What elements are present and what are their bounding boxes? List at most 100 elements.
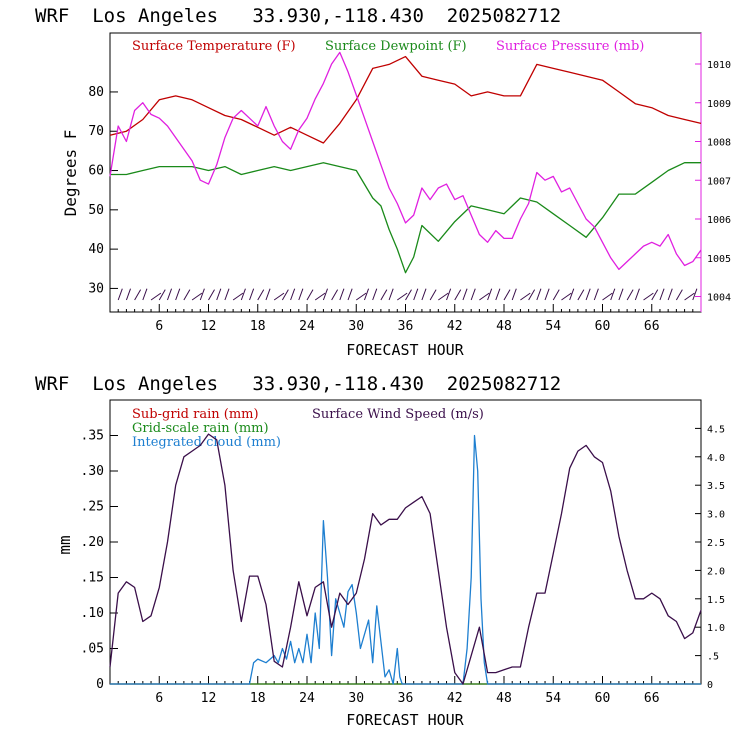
wind-barb (166, 288, 173, 301)
wind-barb (355, 292, 367, 301)
wind-barbs (117, 288, 698, 301)
wind-barb (125, 288, 131, 301)
wind-barb (224, 288, 230, 301)
y-tick-label: 0 (96, 677, 104, 692)
surface-dewpoint-line (110, 162, 701, 274)
y2-tick-label: 4.5 (707, 424, 725, 435)
wind-barb (290, 288, 296, 301)
panel2-x-ticks: 6 12 18 24 30 36 42 48 54 60 66 (117, 676, 694, 706)
wind-barb (347, 288, 353, 301)
wind-barb (643, 292, 654, 301)
panel2-y-axis-label: mm (55, 535, 74, 554)
y-tick-label: 70 (88, 124, 104, 139)
wind-barb (413, 288, 419, 301)
x-tick-label: 6 (155, 319, 163, 334)
x-tick-label: 60 (595, 319, 611, 334)
y2-tick-label: 1007 (707, 176, 731, 187)
x-tick-label: 48 (496, 319, 512, 334)
x-tick-label: 18 (250, 691, 266, 706)
y2-tick-label: 1.0 (707, 623, 725, 634)
wind-barb (331, 289, 339, 301)
wind-barb (495, 288, 501, 301)
y2-tick-label: 3.0 (707, 510, 725, 521)
wind-barb (454, 289, 462, 301)
wind-barb (569, 288, 575, 301)
x-tick-label: 48 (496, 691, 512, 706)
wind-barb (651, 289, 659, 301)
wind-barb (602, 292, 613, 301)
wind-barb (388, 288, 394, 301)
y2-tick-label: 2.0 (707, 566, 725, 577)
wind-barb (446, 288, 452, 301)
y2-tick-label: 0 (707, 680, 713, 691)
wind-barb (134, 289, 142, 301)
y2-tick-label: 1009 (707, 99, 731, 110)
wind-barb (626, 289, 634, 301)
x-tick-label: 42 (447, 691, 463, 706)
wind-barb (397, 292, 408, 301)
panel1-series (109, 51, 702, 274)
panel1-x-axis-label: FORECAST HOUR (346, 341, 464, 359)
wind-barb (528, 289, 536, 301)
y-tick-label: .25 (81, 500, 104, 515)
temperature-pressure-panel: WRF Los Angeles 33.930,-118.430 20250827… (35, 5, 731, 359)
x-tick-label: 24 (299, 319, 315, 334)
y-tick-label: 60 (88, 164, 104, 179)
wind-barb (249, 288, 255, 301)
wind-barb (405, 289, 412, 301)
wind-barb (150, 292, 162, 301)
wind-barb (314, 292, 326, 301)
x-tick-label: 66 (644, 319, 660, 334)
x-tick-label: 54 (545, 691, 561, 706)
wind-barb (667, 288, 673, 301)
precipitation-wind-panel: WRF Los Angeles 33.930,-118.430 20250827… (35, 373, 725, 729)
panel1-y-axis-label: Degrees F (61, 130, 80, 217)
wind-barb (273, 292, 285, 301)
wind-barb (659, 288, 665, 301)
panel2-title: WRF Los Angeles 33.930,-118.430 20250827… (35, 373, 561, 395)
x-tick-label: 54 (545, 319, 561, 334)
y2-tick-label: 1004 (707, 293, 731, 304)
wind-barb (281, 289, 289, 301)
wind-barb (232, 292, 244, 301)
surface-wind-speed-line (109, 433, 702, 685)
wind-barb (552, 289, 560, 301)
y-tick-label: .05 (81, 642, 104, 657)
wind-barb (593, 288, 599, 301)
wind-barb (429, 289, 437, 301)
x-tick-label: 18 (250, 319, 266, 334)
wind-barb (462, 288, 468, 301)
legend-surface-wind-speed: Surface Wind Speed (m/s) (312, 407, 484, 422)
wind-barb (511, 288, 517, 301)
panel2-y-ticks: 0 .05 .10 .15 .20 .25 .30 .35 (81, 429, 118, 692)
legend-integrated-cloud: Integrated cloud (mm) (132, 435, 281, 450)
wind-barb (561, 292, 572, 301)
x-tick-label: 66 (644, 691, 660, 706)
y2-tick-label: 1010 (707, 60, 731, 71)
wind-barb (265, 288, 271, 301)
wind-barb (158, 289, 166, 301)
wind-barb (520, 292, 531, 301)
panel1-plot-frame (109, 32, 702, 313)
x-tick-label: 36 (398, 319, 414, 334)
wind-barb (692, 288, 698, 301)
legend-grid-scale-rain: Grid-scale rain (mm) (132, 421, 269, 436)
wind-barb (438, 292, 449, 301)
wind-barb (610, 288, 616, 301)
wind-barb (117, 288, 123, 301)
wind-barb (199, 288, 205, 301)
surface-temperature-line (109, 55, 702, 144)
wind-barb (577, 289, 585, 301)
y-tick-label: .30 (81, 464, 104, 479)
wind-barb (585, 288, 591, 301)
wind-barb (544, 288, 550, 301)
wind-barb (634, 288, 640, 301)
wind-barb (421, 288, 427, 301)
wind-barb (183, 289, 191, 301)
panel1-y2-ticks: 1004 1005 1006 1007 1008 1009 1010 (695, 60, 731, 304)
wind-barb (322, 288, 328, 301)
y2-tick-label: 1.5 (707, 595, 725, 606)
panel2-x-axis-label: FORECAST HOUR (346, 711, 464, 729)
x-tick-label: 6 (155, 691, 163, 706)
legend-sub-grid-rain: Sub-grid rain (mm) (132, 407, 259, 422)
